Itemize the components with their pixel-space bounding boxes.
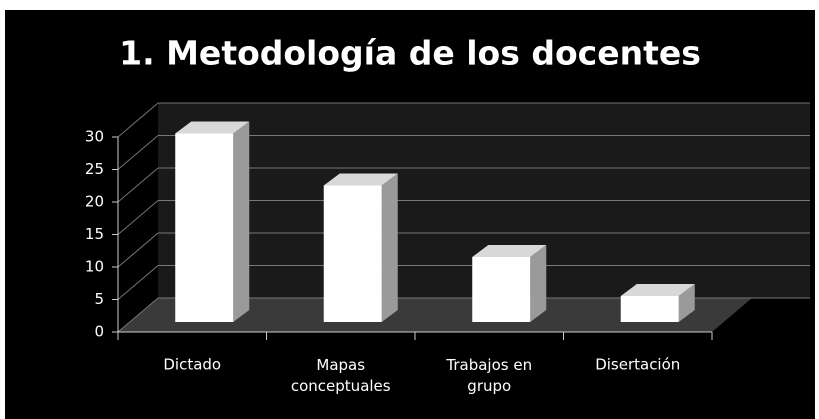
- bar-top: [323, 173, 398, 186]
- bar: [323, 185, 382, 322]
- bar-side: [530, 245, 547, 322]
- y-tick-label: 25: [85, 160, 104, 178]
- bar: [620, 296, 679, 322]
- grid-line-side: [117, 135, 159, 170]
- bar: [175, 133, 234, 322]
- grid-line-side: [117, 297, 159, 333]
- bar-side: [678, 284, 695, 322]
- bar-side: [381, 173, 398, 322]
- bar-top: [620, 284, 695, 296]
- grid-line-side: [117, 102, 159, 138]
- grid-line-side: [117, 200, 159, 235]
- y-tick-label: 0: [94, 323, 104, 341]
- x-tick-label: Disertación: [595, 356, 680, 374]
- y-tick-label: 15: [85, 225, 104, 243]
- bar-top: [472, 245, 547, 257]
- grid-line-side: [117, 167, 159, 203]
- grid-line-side: [117, 265, 159, 300]
- x-tick-label: Dictado: [163, 356, 221, 374]
- y-tick-label: 30: [85, 128, 104, 146]
- grid-line-side: [117, 232, 159, 268]
- x-tick-label: Mapas conceptuales: [291, 356, 391, 395]
- chart-title: 1. Metodología de los docentes: [119, 34, 701, 73]
- floor: [118, 298, 752, 332]
- bar-top: [175, 121, 250, 134]
- x-tick-label: Trabajos en grupo: [445, 356, 532, 395]
- y-tick-label: 5: [94, 290, 104, 308]
- bar-side: [233, 121, 250, 322]
- y-tick-label: 10: [85, 258, 104, 276]
- y-tick-label: 20: [85, 193, 104, 211]
- bar: [472, 257, 531, 322]
